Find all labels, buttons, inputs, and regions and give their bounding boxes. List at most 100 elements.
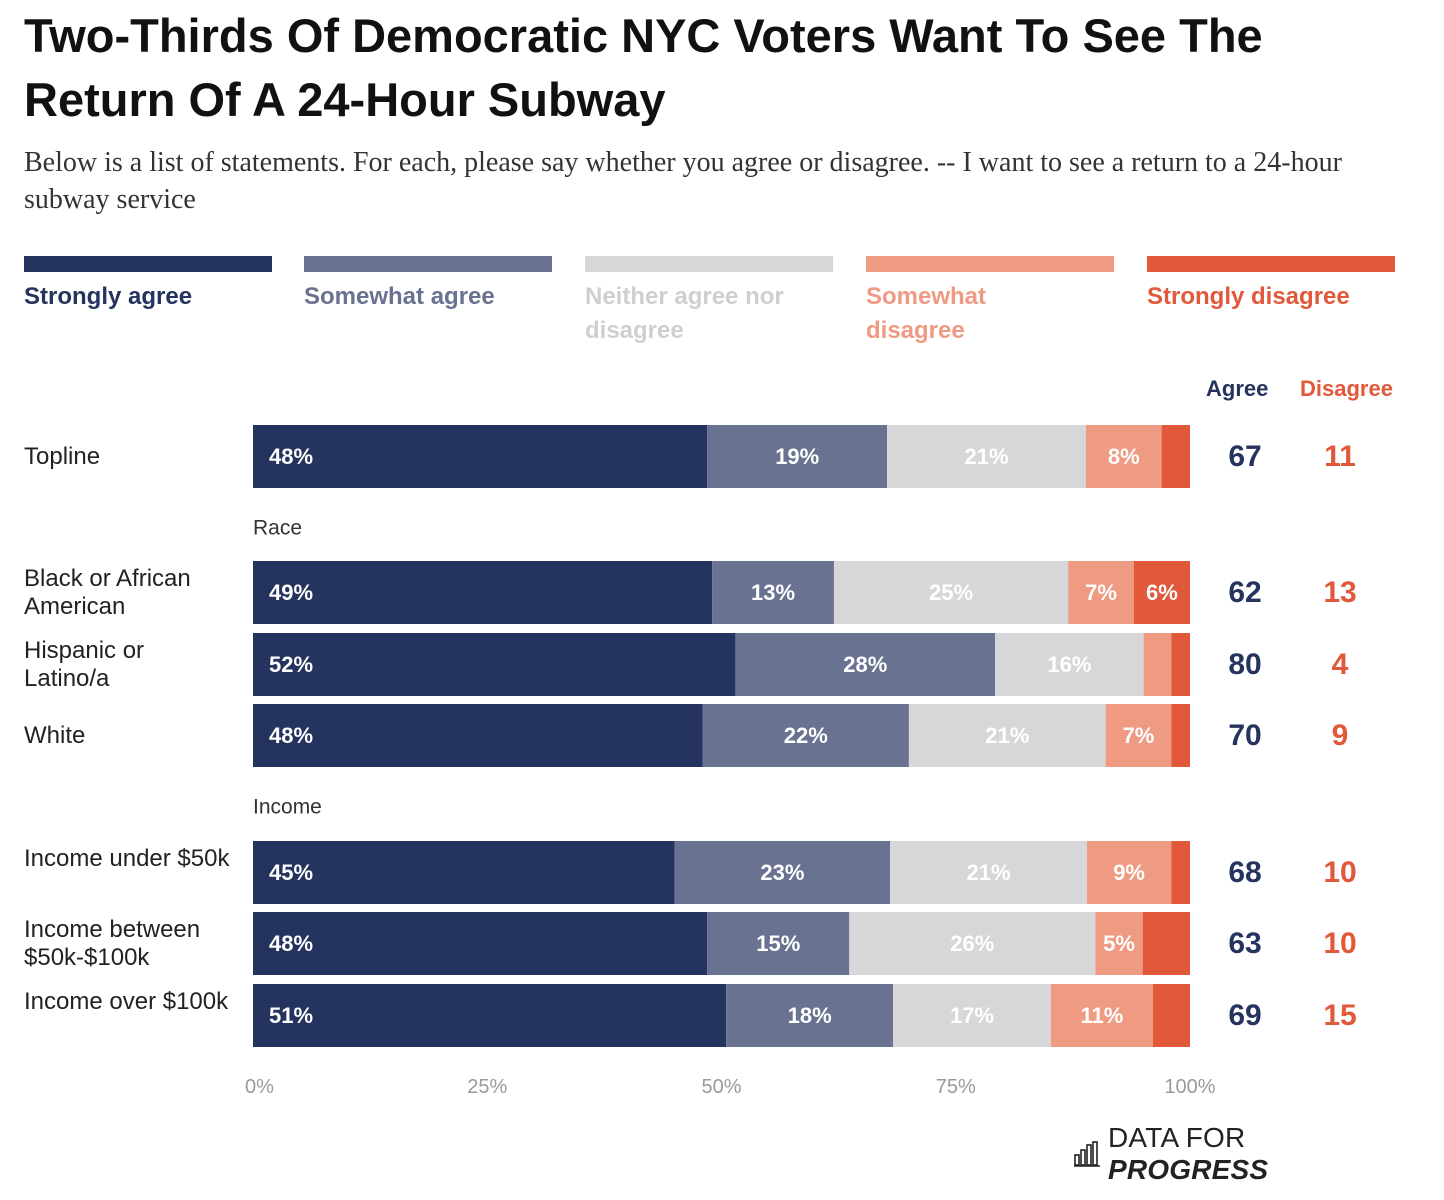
chart-title: Two-Thirds Of Democratic NYC Voters Want… <box>24 9 1263 126</box>
legend-item-strongly-agree: Strongly agree <box>24 256 272 314</box>
row-label: American <box>24 593 125 620</box>
footer-brand: DATA FOR PROGRESS <box>1074 1122 1404 1185</box>
bar-chart-icon <box>1074 1141 1100 1167</box>
data-label: 22% <box>784 723 828 748</box>
data-label: 21% <box>964 444 1008 469</box>
agree-value: 67 <box>1228 440 1261 473</box>
bar-segment <box>1171 633 1190 696</box>
row-label: Topline <box>24 443 100 470</box>
data-label: 5% <box>1103 931 1135 956</box>
bar-segment <box>1050 984 1153 1047</box>
legend-swatch <box>1147 256 1395 272</box>
bar-segment <box>1171 704 1190 767</box>
data-label: 26% <box>950 931 994 956</box>
bar-segment <box>253 912 708 975</box>
data-label: 48% <box>269 931 313 956</box>
bar-segment <box>1105 704 1172 767</box>
bar-segment <box>1095 912 1143 975</box>
row-label: Income between <box>24 916 200 943</box>
bar-segment <box>893 984 1051 1047</box>
data-label: 23% <box>760 860 804 885</box>
bar-segment <box>253 561 713 624</box>
legend-swatch <box>585 256 833 272</box>
agree-value: 62 <box>1228 576 1261 609</box>
x-tick-label: 50% <box>701 1076 741 1098</box>
legend-label: Neither agree nor disagree <box>585 283 784 344</box>
disagree-value: 4 <box>1332 648 1349 681</box>
disagree-value: 9 <box>1332 719 1349 752</box>
bar-segment <box>674 841 891 904</box>
disagree-value: 15 <box>1323 999 1356 1032</box>
row-label: Income under $50k <box>24 845 230 872</box>
bar-segment <box>849 912 1096 975</box>
data-label: 16% <box>1047 652 1091 677</box>
data-label: 51% <box>269 1003 313 1028</box>
data-label: 21% <box>967 860 1011 885</box>
data-label: 25% <box>929 580 973 605</box>
legend-swatch <box>304 256 552 272</box>
legend-item-somewhat-disagree: Somewhat disagree <box>866 256 1114 348</box>
bar-segment <box>1085 425 1162 488</box>
data-label: 19% <box>775 444 819 469</box>
disagree-value: 10 <box>1323 927 1356 960</box>
agree-value: 68 <box>1228 856 1261 889</box>
bar-segment <box>1068 561 1134 624</box>
agree-value: 63 <box>1228 927 1261 960</box>
chart-subtitle: Below is a list of statements. For each,… <box>24 147 1342 215</box>
data-label: 7% <box>1085 580 1117 605</box>
bar-segment <box>1143 633 1172 696</box>
footer-brand-left: DATA FOR <box>1108 1122 1246 1153</box>
x-tick-label: 0% <box>245 1076 274 1098</box>
x-tick-label: 25% <box>467 1076 507 1098</box>
data-label: 52% <box>269 652 313 677</box>
data-label: 13% <box>751 580 795 605</box>
data-label: 9% <box>1113 860 1145 885</box>
bar-segment <box>1086 841 1172 904</box>
bar-segment <box>707 425 888 488</box>
row-label: Income over $100k <box>24 988 229 1015</box>
bar-segment <box>1142 912 1190 975</box>
agree-column-header: Agree <box>1206 376 1269 401</box>
bar-segment <box>1171 841 1190 904</box>
bar-segment <box>887 425 1086 488</box>
row-label: $50k-$100k <box>24 944 150 971</box>
disagree-value: 13 <box>1323 576 1356 609</box>
bar-segment <box>726 984 894 1047</box>
row-label: Black or African <box>24 565 191 592</box>
data-label: 8% <box>1108 444 1140 469</box>
footer-brand-right: PROGRESS <box>1108 1154 1269 1185</box>
legend-label: Somewhat disagree <box>866 283 987 344</box>
x-tick-label: 75% <box>936 1076 976 1098</box>
bar-segment <box>833 561 1069 624</box>
data-label: 6% <box>1146 580 1178 605</box>
disagree-column-header: Disagree <box>1300 376 1393 401</box>
data-label: 15% <box>756 931 800 956</box>
legend-item-strongly-disagree: Strongly disagree <box>1147 256 1395 314</box>
bar-segment <box>735 633 996 696</box>
legend-label: Strongly agree <box>24 283 193 310</box>
bar-segment <box>1152 984 1190 1047</box>
data-label: 7% <box>1123 723 1155 748</box>
bar-segment <box>702 704 909 767</box>
data-label: 48% <box>269 723 313 748</box>
agree-value: 70 <box>1228 719 1261 752</box>
agree-value: 80 <box>1228 648 1261 681</box>
data-label: 21% <box>985 723 1029 748</box>
bar-segment <box>1133 561 1190 624</box>
row-label: Hispanic or <box>24 637 144 664</box>
data-label: 48% <box>269 444 313 469</box>
bar-segment <box>253 704 703 767</box>
legend-label: Strongly disagree <box>1147 283 1350 310</box>
legend-item-somewhat-agree: Somewhat agree <box>304 256 552 314</box>
agree-value: 69 <box>1228 999 1261 1032</box>
legend-swatch <box>24 256 272 272</box>
row-label: Latino/a <box>24 665 110 692</box>
disagree-value: 11 <box>1324 440 1356 473</box>
legend-swatch <box>866 256 1114 272</box>
bar-segment <box>253 841 675 904</box>
data-label: 28% <box>843 652 887 677</box>
bar-segment <box>908 704 1106 767</box>
legend-item-neither: Neither agree nor disagree <box>585 256 833 348</box>
data-label: 18% <box>788 1003 832 1028</box>
